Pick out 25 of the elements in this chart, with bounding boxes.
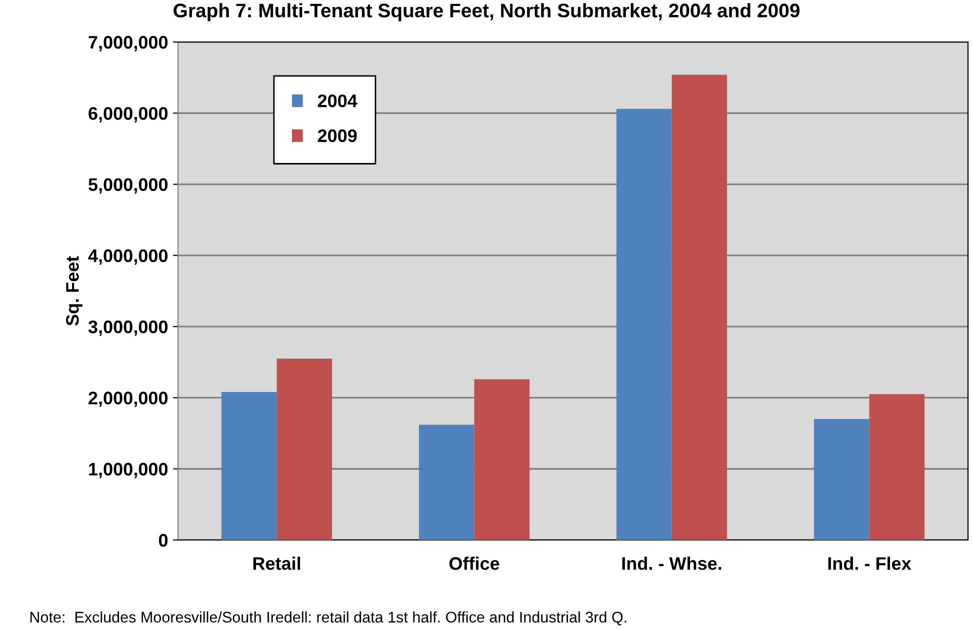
y-axis-title: Sq. Feet xyxy=(66,256,82,326)
text: Note: Excludes Mooresville/South Iredell: retail data 1st half. Office and Industrial 3rd Q. xyxy=(30,611,626,626)
bar xyxy=(814,419,870,540)
y-tick-label: 0 xyxy=(158,534,168,547)
bar xyxy=(474,379,530,540)
bar xyxy=(616,108,672,540)
x-tick-label: Retail xyxy=(253,556,300,570)
y-tick-label: 7,000,000 xyxy=(88,36,168,52)
chart-title: Graph 7: Multi-Tenant Square Feet, North Submarket, 2004 and 2009 xyxy=(174,3,800,22)
bar xyxy=(672,74,728,540)
x-tick-label: Ind. - Whse. xyxy=(622,556,722,570)
bar xyxy=(869,394,925,540)
y-tick-label: 4,000,000 xyxy=(88,249,168,265)
bar xyxy=(221,392,277,540)
y-tick-label: 1,000,000 xyxy=(89,462,168,478)
y-tick-label: 5,000,000 xyxy=(88,178,168,194)
x-tick-label: Office xyxy=(449,556,500,570)
bar xyxy=(276,358,332,540)
y-tick-label: 6,000,000 xyxy=(88,107,168,122)
legend-label: 2004 xyxy=(318,94,358,108)
y-tick-label: 3,000,000 xyxy=(88,320,168,336)
x-tick-label: Ind. - Flex xyxy=(828,556,912,570)
y-tick-label: 2,000,000 xyxy=(88,392,168,408)
bar xyxy=(418,424,474,540)
legend-label: 2009 xyxy=(318,129,357,142)
